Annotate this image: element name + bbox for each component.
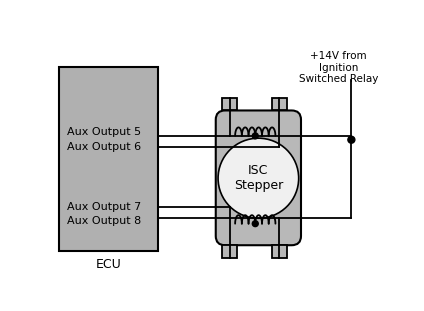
Text: ECU: ECU	[96, 258, 122, 271]
FancyBboxPatch shape	[216, 110, 301, 245]
Circle shape	[252, 133, 258, 139]
Circle shape	[348, 136, 355, 143]
Text: Aux Output 7: Aux Output 7	[67, 202, 141, 212]
Bar	[222, 245, 237, 258]
Circle shape	[218, 138, 298, 218]
Text: ISC
Stepper: ISC Stepper	[234, 164, 283, 192]
Text: Aux Output 6: Aux Output 6	[67, 142, 141, 152]
Text: Aux Output 8: Aux Output 8	[67, 216, 141, 226]
Bar	[271, 98, 287, 110]
Text: Aux Output 5: Aux Output 5	[67, 127, 141, 137]
Bar	[59, 67, 159, 251]
Text: +14V from
Ignition
Switched Relay: +14V from Ignition Switched Relay	[298, 51, 378, 84]
Bar	[271, 245, 287, 258]
Bar	[222, 98, 237, 110]
Circle shape	[252, 221, 258, 227]
